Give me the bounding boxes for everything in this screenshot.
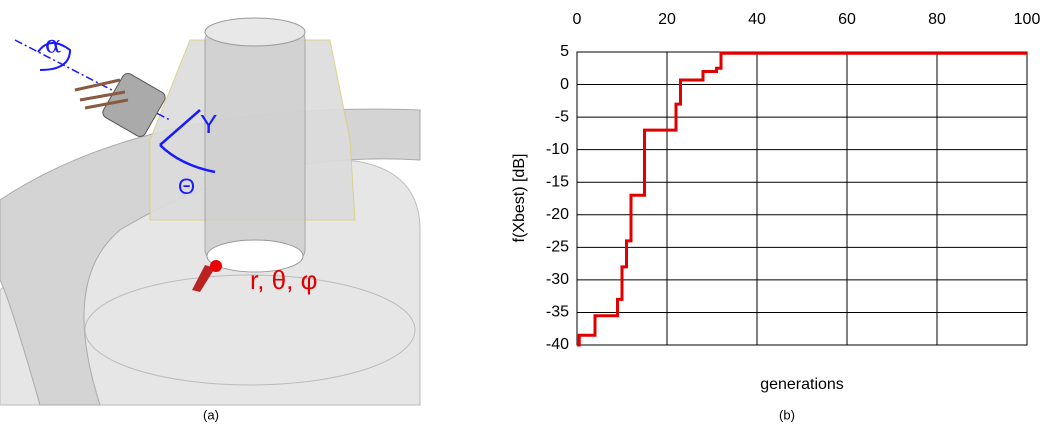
label-coords: r, θ, φ bbox=[250, 265, 317, 295]
y-tick-label: -5 bbox=[555, 108, 569, 125]
caption-b: (b) bbox=[779, 407, 795, 422]
x-tick-label: 80 bbox=[928, 11, 946, 28]
label-y: Y bbox=[200, 109, 217, 139]
y-tick-label: -35 bbox=[546, 304, 569, 321]
x-tick-label: 0 bbox=[573, 11, 582, 28]
label-alpha: α bbox=[45, 31, 61, 59]
y-tick-label: -40 bbox=[546, 336, 569, 353]
y-tick-label: 0 bbox=[560, 76, 569, 93]
y-tick-label: -20 bbox=[546, 206, 569, 223]
x-tick-label: 60 bbox=[838, 11, 856, 28]
y-tick-label: -10 bbox=[546, 141, 569, 158]
plot-area bbox=[577, 52, 1027, 345]
y-tick-label: -25 bbox=[546, 239, 569, 256]
x-axis-label: generations bbox=[760, 376, 844, 393]
x-tick-label: 20 bbox=[658, 11, 676, 28]
x-tick-label: 40 bbox=[748, 11, 766, 28]
y-tick-label: -15 bbox=[546, 173, 569, 190]
caption-a: (a) bbox=[203, 407, 219, 422]
y-axis-label: f(Xbest) [dB] bbox=[511, 154, 528, 243]
y-tick-label: -30 bbox=[546, 271, 569, 288]
chart-b: (b) generations f(Xbest) [dB] -40 -35 -30 -… bbox=[511, 11, 1040, 422]
panel-a-render: α Y Θ r, θ, φ (a) bbox=[0, 0, 420, 422]
x-tick-label: 100 bbox=[1014, 11, 1041, 28]
figure: α Y Θ r, θ, φ (a) (b) generations f(Xbes… bbox=[0, 0, 1050, 435]
label-theta: Θ bbox=[178, 174, 195, 199]
y-tick-label: 5 bbox=[560, 43, 569, 60]
